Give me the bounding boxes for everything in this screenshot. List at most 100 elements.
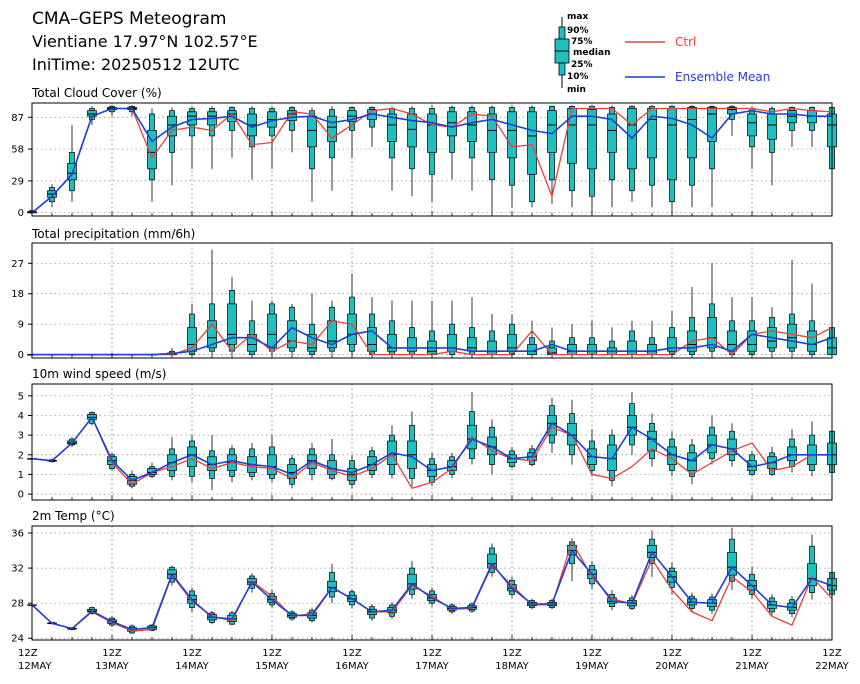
inner-box	[467, 337, 477, 352]
legend-label-max: max	[567, 12, 588, 22]
y-tick-label: 2	[18, 450, 24, 461]
legend-label-90: 90%	[567, 26, 589, 36]
inner-box	[187, 111, 197, 126]
legend-mean-label: Ensemble Mean	[675, 70, 770, 84]
inner-box	[347, 313, 357, 345]
chart-title: CMA–GEPS Meteogram	[32, 9, 226, 29]
inner-box	[767, 113, 777, 140]
ensemble-mean-line	[31, 549, 833, 631]
y-tick-label: 18	[11, 289, 24, 300]
x-tick-hour: 12Z	[502, 648, 522, 659]
x-tick-hour: 12Z	[262, 648, 282, 659]
inner-box	[507, 111, 517, 159]
x-tick-hour: 12Z	[742, 648, 762, 659]
inner-box	[207, 320, 217, 349]
inner-box	[727, 551, 737, 576]
x-tick-date: 13MAY	[95, 661, 129, 672]
y-tick-label: 0	[18, 208, 24, 219]
y-tick-label: 27	[11, 259, 24, 270]
x-tick-hour: 12Z	[662, 648, 682, 659]
inner-box	[587, 109, 597, 170]
x-tick-hour: 12Z	[102, 648, 122, 659]
y-tick-label: 29	[11, 176, 24, 187]
x-tick-hour: 12Z	[182, 648, 202, 659]
inner-box	[467, 111, 477, 142]
inner-box	[727, 438, 737, 456]
x-tick-date: 12MAY	[18, 661, 52, 672]
x-tick-hour: 12Z	[582, 648, 602, 659]
inner-box	[407, 337, 417, 352]
legend-lines: Ctrl Ensemble Mean	[625, 35, 770, 84]
y-tick-label: 32	[11, 564, 24, 575]
ensemble-mean-line	[32, 326, 833, 356]
inner-box	[747, 113, 757, 137]
x-tick-date: 16MAY	[335, 661, 369, 672]
inner-box	[307, 333, 317, 352]
inner-box	[487, 340, 497, 355]
y-tick-label: 58	[11, 145, 24, 156]
inner-box	[667, 337, 677, 352]
x-axis-labels: 12Z 12MAY 12Z 13MAY 12Z 14MAY 12Z 15MAY 12Z 16MAY…	[18, 648, 850, 672]
legend-label-median: median	[573, 48, 611, 58]
x-tick-date: 19MAY	[575, 661, 609, 672]
inner-box	[407, 113, 417, 148]
inner-box	[507, 333, 517, 352]
inner-box	[447, 111, 457, 137]
panel-wind: 0 1 2 3 4 5	[18, 383, 837, 501]
panel-title-cloud: Total Cloud Cover (%)	[31, 86, 162, 100]
y-tick-label: 87	[11, 113, 24, 124]
inner-box	[267, 313, 277, 349]
inner-box	[407, 573, 417, 590]
init-time-label: IniTime: 20250512 12UTC	[32, 55, 240, 74]
inner-box	[527, 111, 537, 175]
inner-box	[687, 107, 697, 159]
inner-box	[287, 110, 297, 121]
inner-box	[267, 454, 277, 475]
y-tick-label: 0	[18, 350, 24, 361]
y-tick-label: 28	[11, 599, 24, 610]
inner-box	[387, 333, 397, 352]
ctrl-series-line	[31, 416, 832, 489]
x-tick-hour: 12Z	[18, 648, 38, 659]
inner-box	[647, 430, 657, 452]
inner-box	[227, 303, 237, 345]
y-tick-label: 24	[11, 634, 24, 645]
legend-box-key: max 90% 75% median 25% 10% min	[554, 12, 611, 95]
x-tick-date: 18MAY	[495, 661, 529, 672]
inner-box	[787, 446, 797, 462]
x-tick-date: 17MAY	[415, 661, 449, 672]
legend-label-75: 75%	[571, 37, 593, 47]
y-tick-label: 5	[18, 391, 24, 402]
inner-box	[307, 115, 317, 148]
inner-box	[367, 456, 377, 471]
x-tick-hour: 12Z	[342, 648, 362, 659]
panel-title-wind: 10m wind speed (m/s)	[32, 367, 166, 381]
x-tick-hour: 12Z	[422, 648, 442, 659]
panel-title-temp: 2m Temp (°C)	[32, 509, 115, 523]
y-tick-label: 3	[18, 431, 24, 442]
legend-lower-box	[558, 62, 566, 76]
inner-box	[647, 344, 657, 355]
legend-label-min: min	[567, 85, 586, 95]
inner-box	[607, 113, 617, 153]
y-tick-label: 0	[18, 490, 24, 501]
ensemble-mean-line	[31, 415, 832, 482]
ensemble-mean-line	[31, 107, 832, 214]
panel-temp: 24 28 32 36	[11, 525, 837, 645]
y-tick-label: 36	[11, 529, 24, 540]
panels-layer: 0 29 58 87 0 9 18 27 0 1 2 3 4 5 24 28 32 36	[11, 102, 837, 645]
inner-box	[687, 452, 697, 471]
inner-box	[807, 563, 817, 586]
panel-cloud: 0 29 58 87	[11, 102, 837, 219]
ctrl-series-line	[31, 107, 833, 214]
inner-box	[807, 330, 817, 352]
inner-box	[707, 317, 717, 349]
inner-box	[387, 113, 397, 142]
legend-label-10: 10%	[567, 72, 589, 82]
legend-ctrl-label: Ctrl	[675, 35, 696, 49]
panel-title-precip: Total precipitation (mm/6h)	[31, 227, 195, 241]
inner-box	[327, 115, 337, 142]
inner-box	[747, 330, 757, 352]
